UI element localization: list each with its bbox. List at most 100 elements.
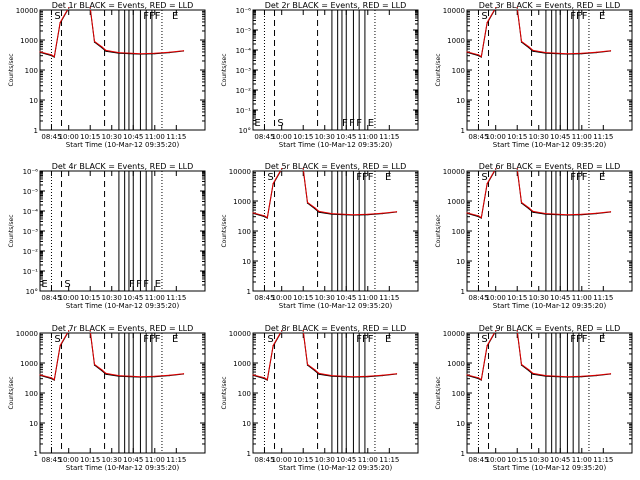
marker-label: F [143,334,149,345]
x-tick-label: 10:15 [80,133,100,141]
y-tick-label: 10 [29,420,38,428]
y-tick-label: 1 [247,288,251,296]
lld-series-point [263,215,266,217]
lld-series-point [609,373,612,375]
lld-series-point [566,376,569,378]
marker-label: F [576,11,582,22]
x-tick-label: 11:15 [166,294,186,302]
y-tick-label: 10000 [229,168,251,176]
marker-label: S [481,172,487,183]
y-tick-label: 10 [456,420,465,428]
marker-label: F [570,334,576,345]
y-tick-label: 10000 [229,330,251,338]
lld-series-point [545,213,547,215]
axes-frame [466,332,633,454]
lld-series-point [50,377,53,379]
y-tick-label: 10⁻¹ [23,268,39,276]
lld-series-point [566,214,569,216]
lld-series-point [168,51,170,53]
lld-series-point [466,212,468,214]
lld-series-point [89,330,91,332]
lld-series-point [314,369,316,371]
events-series-point [532,373,534,375]
lld-series-point [281,168,283,170]
x-tick-label: 10:30 [102,294,122,302]
marker-label: F [149,334,155,345]
x-tick-label: 10:15 [507,294,527,302]
y-tick-label: 100 [25,67,38,75]
x-tick-label: 10:30 [315,294,335,302]
lld-series-point [266,378,268,381]
lld-series-point [581,52,583,54]
lld-series-point [528,46,530,48]
x-tick-label: 10:00 [272,294,292,302]
lld-series-point [302,330,304,332]
x-tick-label: 11:00 [145,294,165,302]
x-tick-label: 10:30 [529,133,549,141]
x-tick-label: 10:30 [529,456,549,464]
y-tick-label: 1000 [447,37,465,45]
lld-series-point [252,212,254,214]
lld-series-point [281,330,283,332]
marker-label: F [582,334,588,345]
panel-title: Det 2r BLACK = Events, RED = LLD [265,1,407,10]
marker-label: F [368,172,374,183]
x-axis-label: Start Time (10-Mar-12 09:35:20) [493,302,607,310]
lld-series-point [318,210,320,213]
y-tick-label: 10⁻⁴ [236,47,252,55]
marker-label: F [356,118,362,129]
axes-frame [39,9,206,131]
marker-label: F [342,118,348,129]
lld-series-point [352,376,355,378]
events-series-point [318,211,320,213]
axes-frame [39,170,206,292]
y-tick-label: 1 [34,450,38,458]
events-series-point [105,50,107,52]
marker-label: F [129,279,135,290]
x-tick-label: 10:15 [80,456,100,464]
marker-label: E [599,172,605,183]
panel-title: Det 9r BLACK = Events, RED = LLD [479,324,621,333]
y-tick-label: 10⁻³ [236,67,252,75]
x-tick-label: 11:00 [572,294,592,302]
detector-panel-1: Det 1r BLACK = Events, RED = LLD 1 10 100 10… [8,1,206,149]
x-tick-label: 11:00 [358,294,378,302]
events-series-point [318,373,320,375]
lld-series-point [306,201,309,203]
detector-panel-3: Det 3r BLACK = Events, RED = LLD 1 10 100 10… [435,1,633,149]
x-tick-label: 10:30 [315,133,335,141]
lld-series [467,333,611,381]
lld-series-point [263,377,266,379]
x-tick-label: 10:30 [315,456,335,464]
y-tick-label: 10000 [16,7,38,15]
lld-series-point [318,372,320,375]
lld-series-point [59,22,61,24]
x-tick-label: 10:15 [507,456,527,464]
x-tick-label: 10:00 [272,133,292,141]
y-tick-label: 1000 [20,37,38,45]
lld-series-point [480,216,482,219]
events-series-point [532,50,534,52]
lld-series-point [595,374,597,376]
lld-series-point [595,51,597,53]
marker-label: F [149,11,155,22]
lld-series-point [50,54,53,56]
x-tick-label: 10:45 [123,133,143,141]
lld-series-point [118,375,120,377]
axes-frame [252,170,419,292]
detector-panel-5: Det 5r BLACK = Events, RED = LLD 1 10 100 10… [221,162,419,310]
events-series-point [532,211,534,213]
y-tick-label: 10000 [443,7,465,15]
y-axis-label: Counts/sec [221,376,228,409]
y-axis-label: Counts/sec [221,214,228,247]
marker-label: F [582,11,588,22]
lld-series-point [516,7,518,9]
lld-series-point [39,51,41,53]
y-tick-label: 10° [26,288,38,296]
x-axis-label: Start Time (10-Mar-12 09:35:20) [493,141,607,149]
y-tick-label: 1000 [233,360,251,368]
detector-panel-2: Det 2r BLACK = Events, RED = LLD 10° 10⁻¹ 1… [221,1,419,149]
lld-series [40,333,184,381]
y-axis-label: Counts/sec [435,214,442,247]
